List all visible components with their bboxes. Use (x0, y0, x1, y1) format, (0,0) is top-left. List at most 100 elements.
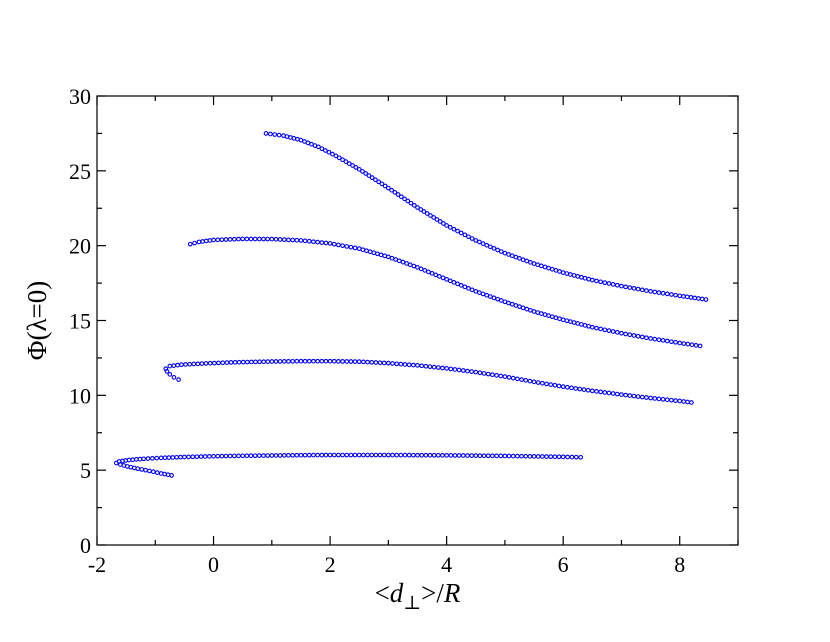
data-point (187, 361, 193, 367)
data-point (528, 259, 533, 265)
data-point (340, 359, 345, 364)
data-point (515, 376, 520, 382)
data-point (424, 211, 430, 216)
data-point (382, 253, 388, 259)
data-point (557, 316, 562, 322)
data-point (178, 454, 183, 460)
data-point (656, 337, 662, 343)
data-point (560, 454, 566, 460)
data-point (455, 228, 460, 234)
data-point (369, 452, 375, 458)
data-point (458, 230, 464, 236)
data-point (644, 395, 649, 400)
data-point (183, 362, 188, 367)
data-point (631, 333, 637, 338)
data-point (494, 453, 499, 459)
data-point (469, 453, 474, 458)
data-point (552, 382, 558, 388)
data-point (415, 452, 420, 458)
x-label-gt: > (421, 578, 436, 608)
data-point (656, 396, 662, 402)
data-point (215, 453, 221, 459)
data-point (277, 453, 283, 458)
data-point (560, 317, 566, 323)
data-point (585, 387, 591, 393)
data-point (147, 468, 152, 474)
data-point (419, 452, 425, 458)
data-point (269, 453, 275, 458)
data-point (202, 454, 208, 459)
data-point (386, 185, 391, 191)
data-point (573, 386, 579, 391)
data-point (564, 271, 570, 276)
data-point (517, 256, 522, 261)
x-label-slash: / (436, 578, 444, 608)
data-point (692, 295, 698, 301)
data-point (435, 365, 441, 370)
data-point (360, 247, 366, 253)
data-point (502, 374, 508, 379)
data-point (336, 242, 341, 248)
data-point (298, 358, 304, 364)
data-point (568, 272, 573, 277)
data-point (411, 263, 417, 269)
data-point (703, 297, 709, 302)
y-tick-label: 10 (69, 383, 91, 408)
data-point (415, 363, 420, 368)
data-point (623, 392, 628, 398)
data-point (331, 241, 337, 247)
data-point (331, 358, 337, 364)
data-point (656, 290, 662, 295)
data-point (627, 332, 633, 338)
data-point (568, 319, 573, 324)
data-point (477, 239, 482, 245)
data-point (311, 358, 316, 364)
data-point (316, 144, 321, 150)
data-point (381, 452, 387, 458)
data-point (440, 275, 446, 281)
data-point (363, 171, 369, 176)
data-point (256, 236, 262, 242)
data-point (564, 384, 570, 390)
data-point (581, 387, 587, 392)
data-point (356, 452, 362, 458)
data-point (440, 365, 445, 371)
data-point (196, 239, 202, 245)
y-label-phi: Φ( (22, 332, 52, 361)
y-label-rest: =0) (22, 281, 52, 319)
data-point (582, 323, 588, 328)
data-point (531, 454, 537, 459)
data-point (610, 391, 616, 396)
data-point (408, 200, 414, 206)
data-point (589, 277, 595, 283)
data-point (535, 310, 541, 315)
data-point (286, 237, 291, 243)
data-point (639, 394, 645, 400)
data-point (290, 358, 295, 364)
data-point (557, 269, 562, 274)
data-point (203, 238, 209, 244)
data-point (376, 179, 382, 185)
data-point (143, 467, 148, 473)
data-point (411, 202, 417, 208)
data-point (273, 236, 279, 242)
data-point (506, 453, 512, 459)
data-point (589, 388, 595, 394)
x-label-var: d (390, 578, 404, 608)
data-point (548, 382, 554, 387)
data-point (598, 279, 603, 285)
data-point (162, 455, 168, 461)
data-point (619, 283, 624, 289)
data-point (211, 453, 216, 459)
data-point (460, 368, 466, 373)
data-point (639, 334, 645, 340)
data-point (249, 359, 254, 365)
data-point (389, 255, 395, 261)
data-point (542, 312, 548, 317)
data-point (219, 453, 225, 459)
data-point (272, 132, 278, 137)
data-point (340, 243, 345, 249)
data-point (344, 452, 350, 458)
data-point (273, 359, 279, 364)
plot-area-frame (96, 95, 739, 546)
